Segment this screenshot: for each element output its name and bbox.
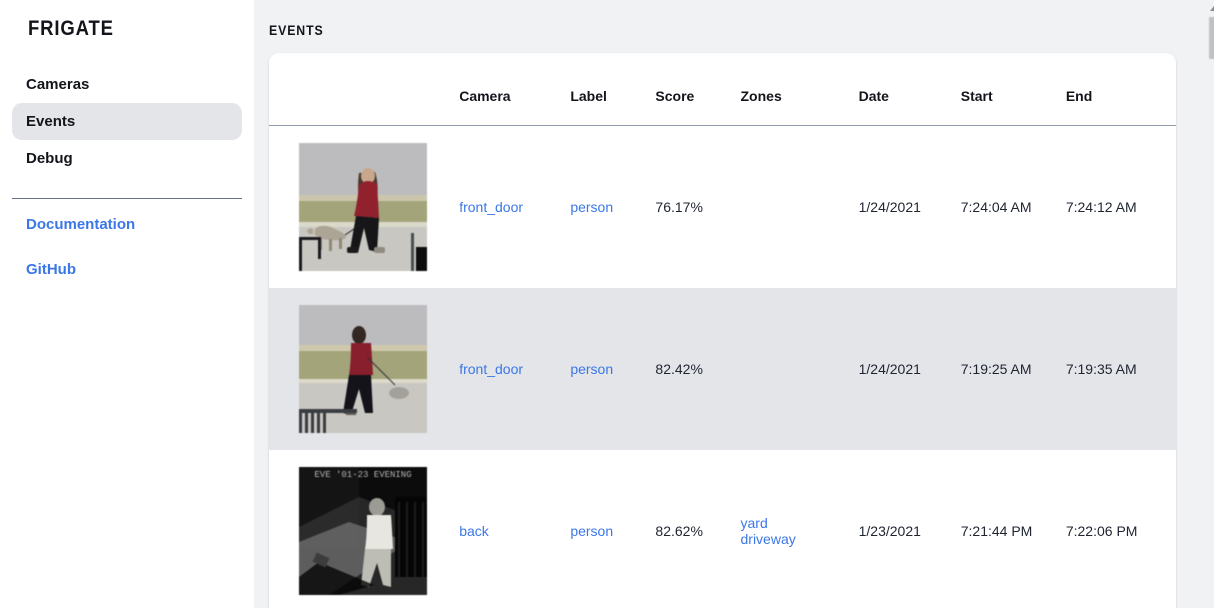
svg-text:EVE '01-23 EVENING: EVE '01-23 EVENING [314, 470, 411, 480]
